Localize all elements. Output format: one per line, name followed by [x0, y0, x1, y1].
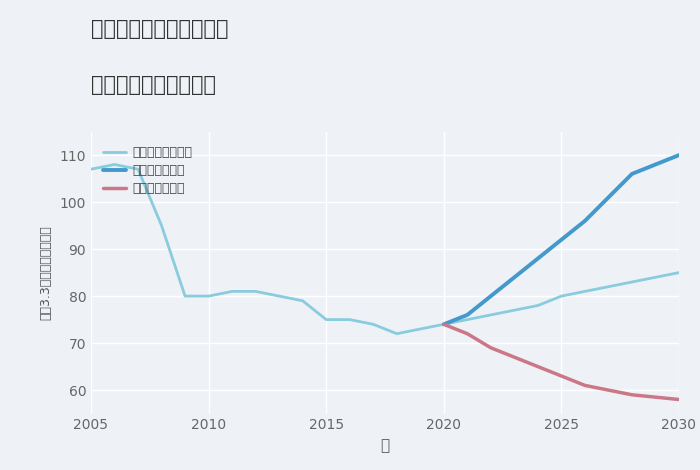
X-axis label: 年: 年 [380, 438, 390, 453]
Line: グッドシナリオ: グッドシナリオ [444, 155, 679, 324]
ノーマルシナリオ [651, 274, 659, 280]
ノーマルシナリオ [322, 317, 330, 322]
グッドシナリオ [440, 321, 448, 327]
ノーマルシナリオ [463, 317, 472, 322]
バッドシナリオ [651, 394, 659, 400]
バッドシナリオ [440, 321, 448, 327]
ノーマルシナリオ [87, 166, 95, 172]
バッドシナリオ [628, 392, 636, 398]
グッドシナリオ [463, 312, 472, 318]
ノーマルシナリオ [181, 293, 189, 299]
ノーマルシナリオ [510, 307, 519, 313]
ノーマルシナリオ [111, 162, 119, 167]
ノーマルシナリオ [393, 331, 401, 337]
グッドシナリオ [604, 195, 612, 200]
グッドシナリオ [510, 274, 519, 280]
ノーマルシナリオ [416, 326, 424, 332]
ノーマルシナリオ [628, 279, 636, 285]
バッドシナリオ [604, 387, 612, 393]
グッドシナリオ [557, 237, 566, 243]
グッドシナリオ [675, 152, 683, 158]
グッドシナリオ [486, 293, 495, 299]
バッドシナリオ [581, 383, 589, 388]
ノーマルシナリオ [533, 303, 542, 308]
Legend: ノーマルシナリオ, グッドシナリオ, バッドシナリオ: ノーマルシナリオ, グッドシナリオ, バッドシナリオ [103, 146, 192, 196]
グッドシナリオ [651, 162, 659, 167]
ノーマルシナリオ [581, 289, 589, 294]
ノーマルシナリオ [369, 321, 377, 327]
ノーマルシナリオ [604, 284, 612, 290]
グッドシナリオ [628, 171, 636, 177]
Y-axis label: 坪（3.3㎡）単価（万円）: 坪（3.3㎡）単価（万円） [40, 225, 52, 320]
ノーマルシナリオ [251, 289, 260, 294]
バッドシナリオ [533, 364, 542, 369]
ノーマルシナリオ [675, 270, 683, 275]
ノーマルシナリオ [486, 312, 495, 318]
バッドシナリオ [510, 354, 519, 360]
ノーマルシナリオ [204, 293, 213, 299]
Line: バッドシナリオ: バッドシナリオ [444, 324, 679, 400]
ノーマルシナリオ [298, 298, 307, 304]
グッドシナリオ [533, 256, 542, 261]
バッドシナリオ [557, 373, 566, 379]
Text: 中古戸建ての価格推移: 中古戸建ての価格推移 [91, 75, 216, 95]
ノーマルシナリオ [275, 293, 284, 299]
Text: 三重県津市安濃町内多の: 三重県津市安濃町内多の [91, 19, 228, 39]
ノーマルシナリオ [158, 223, 166, 228]
ノーマルシナリオ [557, 293, 566, 299]
バッドシナリオ [675, 397, 683, 402]
ノーマルシナリオ [228, 289, 237, 294]
Line: ノーマルシナリオ: ノーマルシナリオ [91, 164, 679, 334]
バッドシナリオ [486, 345, 495, 351]
ノーマルシナリオ [346, 317, 354, 322]
グッドシナリオ [581, 218, 589, 224]
ノーマルシナリオ [440, 321, 448, 327]
ノーマルシナリオ [134, 166, 142, 172]
バッドシナリオ [463, 331, 472, 337]
